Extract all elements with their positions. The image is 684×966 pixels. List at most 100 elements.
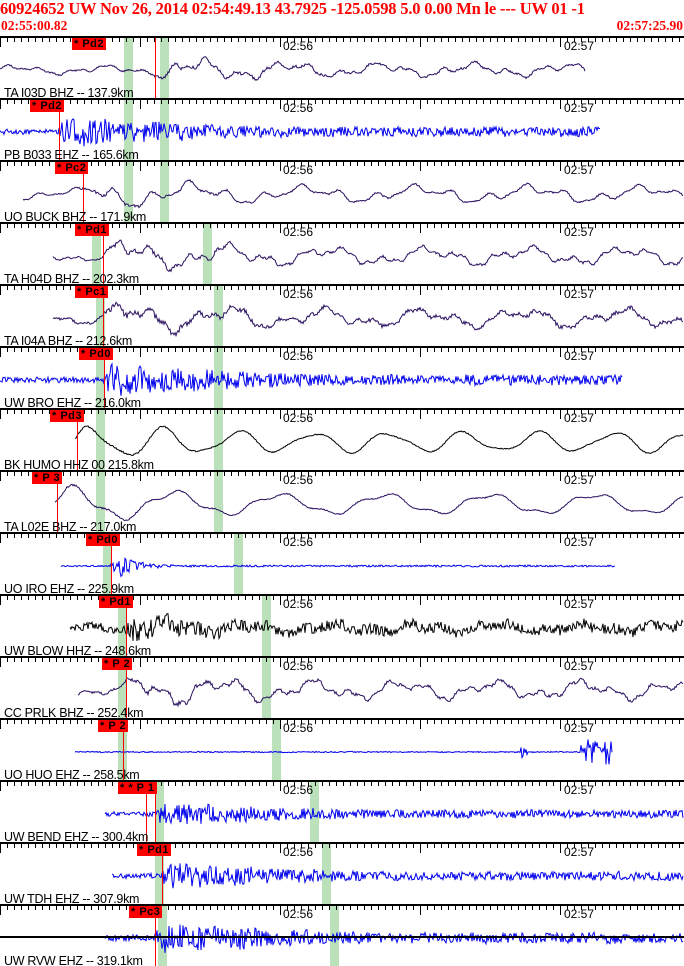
trace-panel[interactable]: 02:56 02:57 * Pc2 UO BUCK BHZ -- 171.9km <box>0 160 684 222</box>
pick-marker-line[interactable] <box>77 410 78 470</box>
time-tick-label: 02:56 <box>283 473 314 487</box>
trace-plot-area[interactable]: 02:56 02:57 * Pc1 TA I04A BHZ -- 212.6km <box>0 286 684 346</box>
pick-marker-line[interactable] <box>59 100 60 160</box>
event-summary-line: 60924652 UW Nov 26, 2014 02:54:49.13 43.… <box>0 0 585 18</box>
time-tick-label: 02:56 <box>283 163 314 177</box>
waveform <box>0 362 623 396</box>
trace-panel[interactable]: 02:56 02:57 * P 2 UO HUO EHZ -- 258.5km <box>0 718 684 780</box>
pick-phase-label[interactable]: * Pd1 <box>99 596 134 608</box>
trace-plot-area[interactable]: 02:56 02:57 * Pd3 BK HUMO HHZ 00 215.8km <box>0 410 684 470</box>
time-tick-label: 02:56 <box>283 907 314 921</box>
trace-station-label: TA H04D BHZ -- 202.3km <box>4 272 139 284</box>
highlight-band <box>96 410 105 470</box>
trace-panel[interactable]: 02:56 02:57 * Pd0 UW BRO EHZ -- 216.0km <box>0 346 684 408</box>
trace-plot-area[interactable]: 02:56 02:57 * Pd1 TA H04D BHZ -- 202.3km <box>0 224 684 284</box>
waveform <box>0 118 601 147</box>
trace-plot-area[interactable]: 02:56 02:57 * Pd1 UW TDH EHZ -- 307.9km <box>0 844 684 904</box>
trace-plot-area[interactable]: 02:56 02:57 * Pd0 UW BRO EHZ -- 216.0km <box>0 348 684 408</box>
trace-plot-area[interactable]: 02:56 02:57 * P 3 TA L02E BHZ -- 217.0km <box>0 472 684 532</box>
waveform <box>104 803 684 825</box>
trace-panel[interactable]: 02:56 02:57 * Pd0 UO IRO EHZ -- 225.9km <box>0 532 684 594</box>
highlight-band <box>103 534 112 594</box>
pick-phase-label[interactable]: * P 2 <box>102 658 133 670</box>
waveform <box>52 301 684 338</box>
pick-marker-line[interactable] <box>155 38 156 98</box>
waveform <box>74 425 684 457</box>
highlight-band <box>310 782 319 842</box>
waveform <box>111 863 684 889</box>
highlight-band <box>160 100 169 160</box>
pick-phase-label[interactable]: * * P 1 <box>118 782 157 794</box>
trace-panel[interactable]: 02:56 02:57 * P 3 TA L02E BHZ -- 217.0km <box>0 470 684 532</box>
trace-panel[interactable]: 02:56 02:57 * Pd1 TA H04D BHZ -- 202.3km <box>0 222 684 284</box>
highlight-band <box>262 658 271 718</box>
pick-phase-label[interactable]: * Pd0 <box>86 534 121 546</box>
trace-plot-area[interactable]: 02:56 02:57 * Pd2 PB B033 EHZ -- 165.6km <box>0 100 684 160</box>
highlight-band <box>124 38 133 98</box>
pick-marker-line[interactable] <box>155 782 156 842</box>
trace-panel[interactable]: 02:56 02:57 * Pd1 UW BLOW HHZ -- 248.6km <box>0 594 684 656</box>
pick-marker-line[interactable] <box>146 782 147 842</box>
time-tick-label: 02:56 <box>283 721 314 735</box>
time-tick-label: 02:56 <box>283 411 314 425</box>
trace-plot-area[interactable]: 02:56 02:57 * Pd1 UW BLOW HHZ -- 248.6km <box>0 596 684 656</box>
pick-phase-label[interactable]: * Pd3 <box>50 410 85 422</box>
time-tick-label: 02:56 <box>283 659 314 673</box>
trace-panel[interactable]: 02:56 02:57 * P 2 CC PRLK BHZ -- 252.4km <box>0 656 684 718</box>
trace-plot-area[interactable]: 02:56 02:57 * Pd2 TA I03D BHZ -- 137.9km <box>0 38 684 98</box>
waveform <box>69 613 684 642</box>
trace-plot-area[interactable]: 02:56 02:57 * Pc2 UO BUCK BHZ -- 171.9km <box>0 162 684 222</box>
trace-plot-area[interactable]: 02:56 02:57 * * P 1 UW BEND EHZ -- 300.4km <box>0 782 684 842</box>
pick-marker-line[interactable] <box>126 658 127 718</box>
waveform <box>74 739 613 765</box>
trace-plot-area[interactable]: 02:56 02:57 * P 2 CC PRLK BHZ -- 252.4km <box>0 658 684 718</box>
pick-phase-label[interactable]: * Pd2 <box>72 38 107 50</box>
highlight-band <box>214 410 223 470</box>
pick-phase-label[interactable]: * Pc3 <box>129 906 163 918</box>
time-tick-label: 02:56 <box>283 845 314 859</box>
pick-marker-line[interactable] <box>111 534 112 594</box>
pick-marker-line[interactable] <box>123 720 124 780</box>
trace-panel[interactable]: 02:56 02:57 * * P 1 UW BEND EHZ -- 300.4km <box>0 780 684 842</box>
time-tick-label: 02:57 <box>564 225 595 239</box>
pick-marker-line[interactable] <box>57 472 58 532</box>
pick-marker-line[interactable] <box>103 224 104 284</box>
time-tick-label: 02:56 <box>283 783 314 797</box>
pick-phase-label[interactable]: * Pd2 <box>30 100 65 112</box>
highlight-band <box>262 596 271 656</box>
pick-phase-label[interactable]: * P 2 <box>98 720 129 732</box>
highlight-band <box>160 162 169 222</box>
trace-panel[interactable]: 02:56 02:57 * Pd2 PB B033 EHZ -- 165.6km <box>0 98 684 160</box>
pick-marker-line[interactable] <box>126 596 127 656</box>
bottom-divider <box>0 936 684 938</box>
pick-phase-label[interactable]: * P 3 <box>32 472 63 484</box>
trace-plot-area[interactable]: 02:56 02:57 * Pd0 UO IRO EHZ -- 225.9km <box>0 534 684 594</box>
pick-marker-line[interactable] <box>83 162 84 222</box>
trace-panel-list: 02:56 02:57 * Pd2 TA I03D BHZ -- 137.9km 02:… <box>0 36 684 966</box>
trace-panel[interactable]: 02:56 02:57 * Pd2 TA I03D BHZ -- 137.9km <box>0 36 684 98</box>
trace-station-label: BK HUMO HHZ 00 215.8km <box>4 458 154 470</box>
pick-phase-label[interactable]: * Pc2 <box>55 162 89 174</box>
waveform <box>60 557 616 578</box>
time-tick-label: 02:57 <box>564 349 595 363</box>
pick-phase-label[interactable]: * Pd1 <box>75 224 110 236</box>
time-tick-label: 02:57 <box>564 163 595 177</box>
highlight-band <box>203 224 212 284</box>
time-tick-label: 02:57 <box>564 659 595 673</box>
pick-phase-label[interactable]: * Pd1 <box>137 844 172 856</box>
pick-marker-line[interactable] <box>162 844 163 904</box>
pick-marker-line[interactable] <box>103 286 104 346</box>
trace-plot-area[interactable]: 02:56 02:57 * P 2 UO HUO EHZ -- 258.5km <box>0 720 684 780</box>
pick-phase-label[interactable]: * Pd0 <box>79 348 114 360</box>
trace-panel[interactable]: 02:56 02:57 * Pc1 TA I04A BHZ -- 212.6km <box>0 284 684 346</box>
waveform <box>54 483 684 522</box>
time-tick-label: 02:56 <box>283 39 314 53</box>
window-start-time: 02:55:00.82 <box>1 18 68 33</box>
pick-marker-line[interactable] <box>104 348 105 408</box>
trace-panel[interactable]: 02:56 02:57 * Pc3 UW RVW EHZ -- 319.1km <box>0 904 684 966</box>
pick-phase-label[interactable]: * Pc1 <box>75 286 109 298</box>
trace-panel[interactable]: 02:56 02:57 * Pd1 UW TDH EHZ -- 307.9km <box>0 842 684 904</box>
trace-panel[interactable]: 02:56 02:57 * Pd3 BK HUMO HHZ 00 215.8km <box>0 408 684 470</box>
time-tick-label: 02:56 <box>283 535 314 549</box>
